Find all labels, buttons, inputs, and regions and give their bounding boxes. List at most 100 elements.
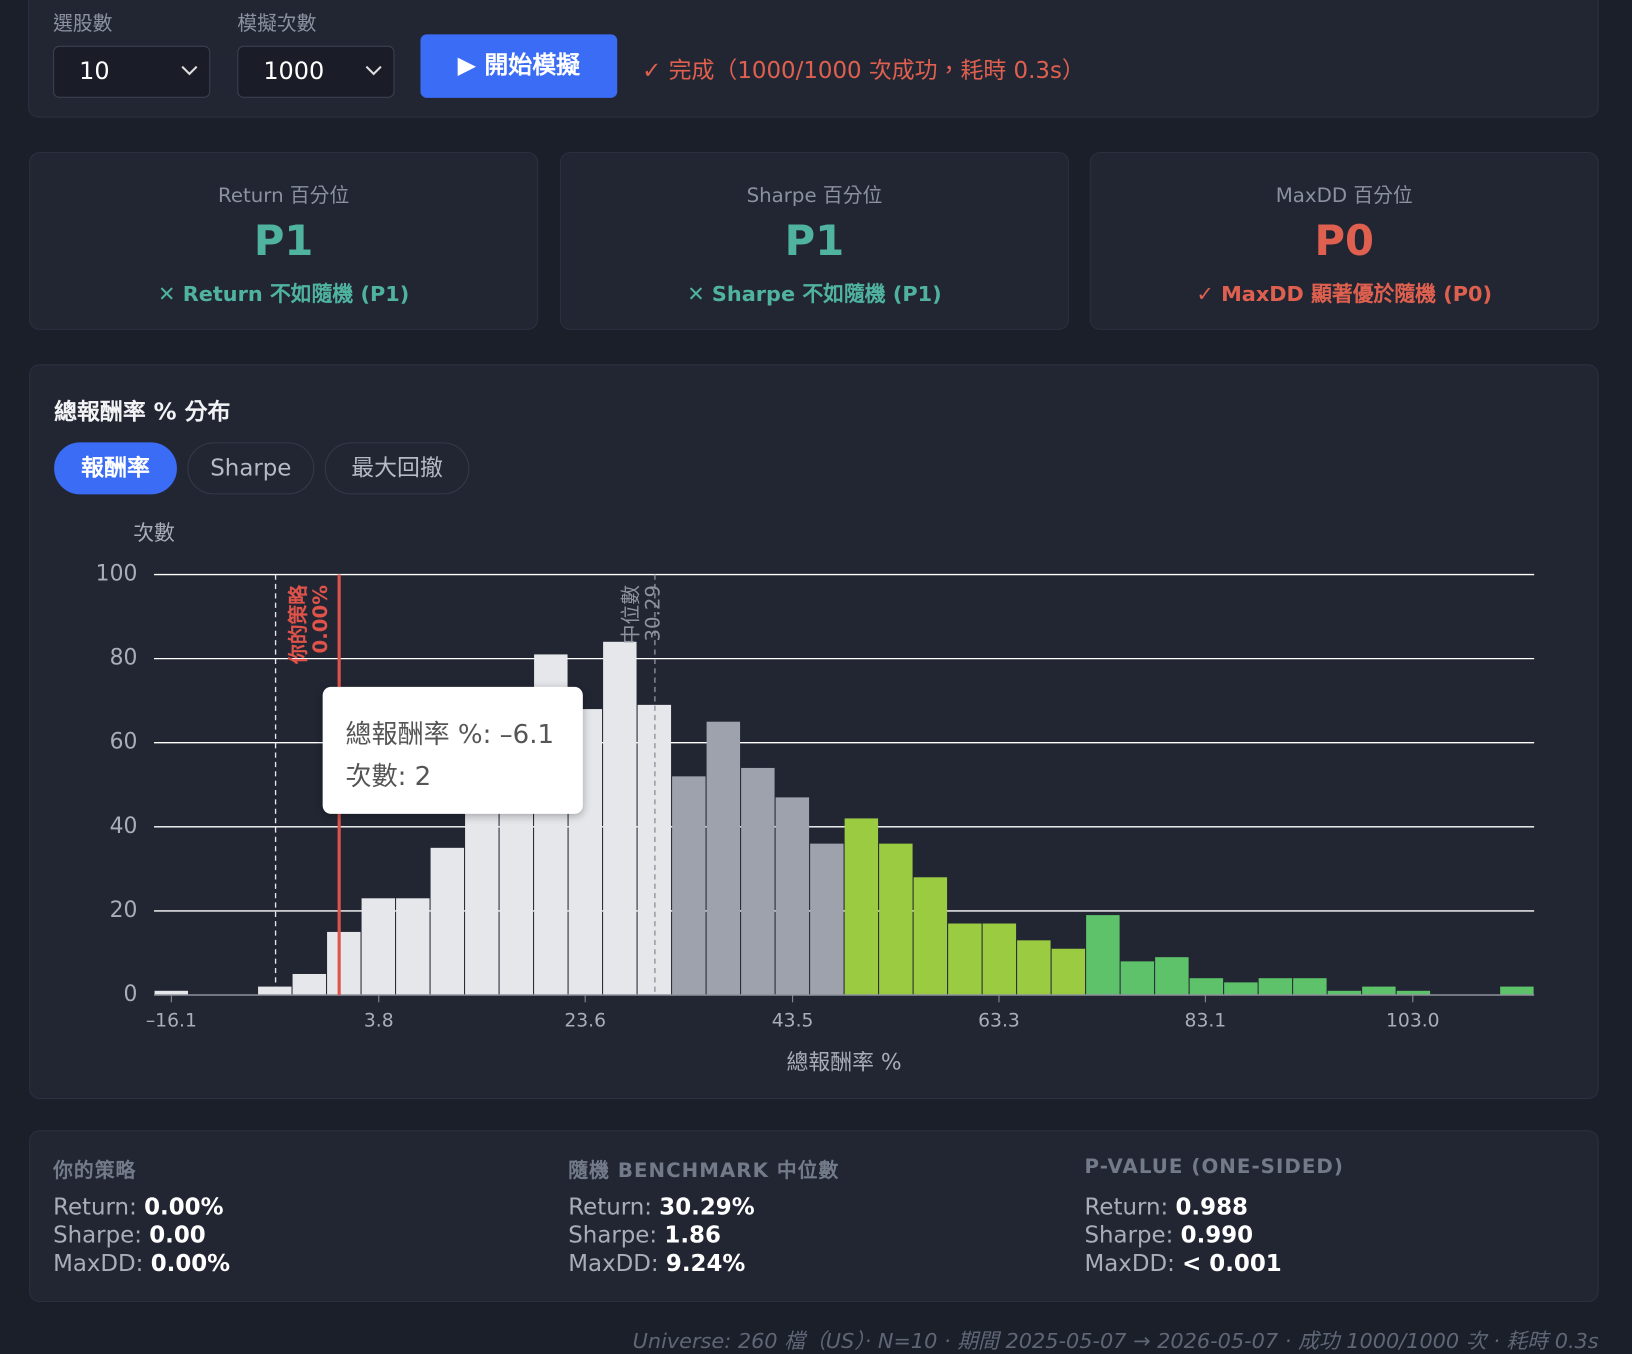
- y-tick-label: 20: [110, 898, 138, 923]
- tab[interactable]: Sharpe: [187, 442, 315, 495]
- card-value: P1: [253, 217, 314, 266]
- bar: [1120, 961, 1155, 996]
- tooltip-line: 次數: 2: [345, 760, 432, 792]
- x-tick-label: 23.6: [564, 1011, 606, 1032]
- summary-row: Return: 0.00%: [53, 1195, 223, 1221]
- x-tick-label: 63.3: [978, 1011, 1020, 1032]
- bar: [258, 986, 292, 996]
- stat-card: Sharpe 百分位 P1 ✕ Sharpe 不如隨機 (P1): [559, 151, 1069, 330]
- bar: [1258, 978, 1293, 996]
- y-tick-label: 0: [123, 982, 137, 1007]
- bar: [1500, 986, 1534, 996]
- tab[interactable]: 最大回撤: [324, 442, 470, 495]
- summary-row: Return: 30.29%: [568, 1195, 754, 1221]
- bar: [1017, 940, 1051, 996]
- summary-row: Sharpe: 0.00: [53, 1223, 206, 1249]
- summary-row: Sharpe: 1.86: [568, 1223, 721, 1249]
- bar: [706, 721, 741, 996]
- bar: [1086, 915, 1120, 996]
- label: 模擬次數: [237, 12, 317, 36]
- bar: [430, 847, 465, 996]
- bar: [775, 797, 810, 996]
- x-tick-label: 103.0: [1386, 1011, 1440, 1032]
- bar: [913, 877, 948, 996]
- marker-label: 中位數: [620, 585, 643, 645]
- bar: [361, 898, 396, 996]
- summary-value: 0.990: [1180, 1222, 1254, 1249]
- label: 選股數: [53, 12, 113, 36]
- bar: [1396, 990, 1431, 996]
- marker-label: 你的策略: [287, 584, 310, 665]
- summary-value: 0.988: [1175, 1194, 1248, 1221]
- card-note: ✓ MaxDD 顯著優於隨機 (P0): [1196, 281, 1492, 306]
- y-tick-label: 60: [110, 730, 138, 755]
- summary-label: MaxDD:: [1084, 1251, 1175, 1278]
- summary-value: 1.86: [664, 1222, 721, 1249]
- summary-value: 9.24%: [665, 1251, 746, 1278]
- summary-label: Return:: [568, 1194, 652, 1221]
- bar: [672, 776, 706, 996]
- summary-title: P-VALUE (ONE-SIDED): [1084, 1155, 1344, 1179]
- summary-label: MaxDD:: [568, 1251, 659, 1278]
- summary-panel: [29, 1130, 1599, 1303]
- summary-label: Return:: [1084, 1194, 1169, 1221]
- select[interactable]: 1000: [237, 45, 395, 98]
- bar: [1155, 957, 1189, 996]
- tab[interactable]: 報酬率: [54, 442, 177, 495]
- summary-row: MaxDD: < 0.001: [1085, 1251, 1282, 1277]
- tooltip-line: 總報酬率 %: –6.1: [345, 719, 555, 750]
- card-title: Return 百分位: [217, 184, 350, 208]
- stat-card: Return 百分位 P1 ✕ Return 不如隨機 (P1): [29, 151, 539, 330]
- bar: [844, 818, 879, 996]
- stat-card: MaxDD 百分位 P0 ✓ MaxDD 顯著優於隨機 (P0): [1089, 151, 1599, 330]
- x-tick-label: 43.5: [772, 1011, 814, 1032]
- y-tick-label: 40: [110, 814, 138, 839]
- summary-value: 0.00: [149, 1222, 206, 1249]
- card-title: MaxDD 百分位: [1275, 184, 1413, 208]
- footer: Universe: 260 檔（US）· N=10 · 期間 2025-05-0…: [632, 1328, 1599, 1354]
- card-value: P0: [1314, 217, 1374, 266]
- summary-label: Sharpe:: [1084, 1222, 1174, 1249]
- run-button[interactable]: ▶ 開始模擬: [420, 34, 618, 98]
- summary-value: 0.00%: [144, 1194, 224, 1221]
- summary-title: 隨機 BENCHMARK 中位數: [568, 1159, 840, 1183]
- x-tick-label: 3.8: [364, 1011, 394, 1032]
- marker-label: 30.29: [641, 585, 664, 642]
- summary-row: Sharpe: 0.990: [1085, 1223, 1254, 1249]
- chevron: [365, 65, 382, 76]
- x-tick-label: –16.1: [146, 1011, 197, 1032]
- select[interactable]: 10: [53, 45, 211, 98]
- bar: [810, 843, 844, 996]
- summary-label: MaxDD:: [53, 1251, 144, 1278]
- chart-title: 總報酬率 % 分布: [54, 399, 231, 426]
- bar: [396, 898, 430, 996]
- bar: [292, 973, 327, 996]
- y-axis-title: 次數: [133, 521, 175, 545]
- status: ✓ 完成（1000/1000 次成功，耗時 0.3s）: [642, 58, 1085, 85]
- bar: [1327, 990, 1362, 996]
- bar: [1293, 978, 1327, 996]
- summary-label: Return:: [53, 1194, 137, 1221]
- summary-title: 你的策略: [53, 1159, 137, 1183]
- bar: [603, 641, 637, 996]
- summary-value: 0.00%: [150, 1251, 231, 1278]
- chevron: [181, 65, 198, 76]
- summary-row: MaxDD: 9.24%: [568, 1251, 745, 1277]
- card-note: ✕ Sharpe 不如隨機 (P1): [687, 281, 942, 306]
- marker-label: 0.00%: [309, 585, 332, 654]
- bar: [1224, 982, 1258, 996]
- summary-value: < 0.001: [1182, 1251, 1282, 1278]
- card-title: Sharpe 百分位: [746, 184, 883, 208]
- summary-value: 30.29%: [659, 1194, 755, 1221]
- bar: [741, 767, 775, 996]
- tooltip: 總報酬率 %: –6.1 次數: 2: [322, 686, 583, 814]
- bar: [879, 843, 913, 996]
- x-axis-title: 總報酬率 %: [787, 1051, 902, 1076]
- select-value: 1000: [263, 58, 325, 86]
- summary-label: Sharpe:: [568, 1222, 658, 1249]
- bar: [1362, 986, 1396, 996]
